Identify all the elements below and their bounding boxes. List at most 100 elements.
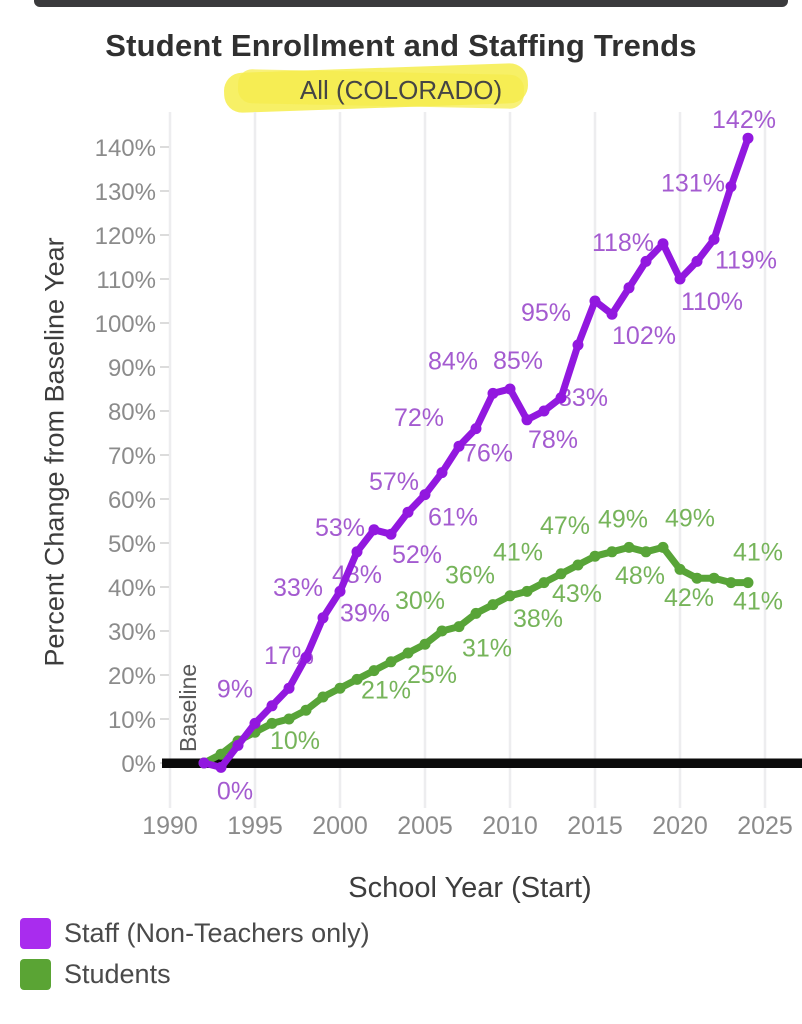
data-label-students: 42% — [664, 584, 714, 612]
y-tick-label: 130% — [95, 179, 156, 206]
data-point-students — [725, 577, 737, 589]
data-label-staff: 39% — [340, 599, 390, 627]
x-tick-label: 1990 — [142, 812, 198, 840]
data-point-students — [487, 599, 499, 611]
y-tick-label: 80% — [108, 399, 156, 426]
x-tick-label: 2015 — [567, 812, 623, 840]
data-point-students — [742, 577, 754, 589]
data-label-students: 25% — [407, 661, 457, 689]
baseline-zero-line — [162, 758, 802, 768]
legend-item-students: Students — [20, 959, 370, 990]
data-label-staff: 53% — [315, 514, 365, 542]
data-point-staff — [249, 717, 261, 729]
data-label-students: 41% — [493, 539, 543, 567]
data-point-students — [317, 691, 329, 703]
data-point-staff — [674, 273, 686, 285]
data-point-staff — [317, 612, 329, 624]
data-point-staff — [555, 392, 567, 404]
data-point-students — [589, 550, 601, 562]
x-axis-title: School Year (Start) — [348, 872, 592, 904]
legend-swatch-staff — [20, 918, 51, 949]
x-tick-label: 1995 — [227, 812, 283, 840]
data-point-staff — [538, 405, 550, 417]
data-point-staff — [402, 506, 414, 518]
data-point-staff — [368, 524, 380, 536]
data-point-students — [623, 541, 635, 553]
legend-label-students: Students — [64, 959, 171, 989]
data-point-staff — [334, 585, 346, 597]
window-top-edge — [34, 0, 788, 7]
data-point-staff — [266, 700, 278, 712]
data-point-staff — [725, 181, 737, 193]
data-point-staff — [521, 414, 533, 426]
data-label-staff: 110% — [681, 288, 743, 316]
data-point-students — [402, 647, 414, 659]
data-point-students — [215, 748, 227, 760]
data-point-staff — [640, 255, 652, 267]
data-label-students: 21% — [361, 677, 411, 705]
data-point-staff — [385, 528, 397, 540]
data-label-staff: 72% — [394, 404, 444, 432]
data-point-staff — [487, 387, 499, 399]
data-point-staff — [470, 423, 482, 435]
data-point-staff — [198, 757, 210, 769]
data-point-staff — [453, 440, 465, 452]
y-tick-label: 0% — [121, 751, 156, 778]
data-label-staff: 119% — [715, 246, 777, 274]
data-point-students — [504, 590, 516, 602]
data-point-students — [555, 568, 567, 580]
data-point-staff — [419, 489, 431, 501]
data-label-students: 36% — [445, 562, 495, 590]
data-label-staff: 85% — [493, 347, 543, 375]
data-label-staff: 57% — [369, 468, 419, 496]
data-point-students — [470, 607, 482, 619]
y-tick-label: 60% — [108, 487, 156, 514]
y-tick-label: 50% — [108, 531, 156, 558]
data-label-students: 43% — [552, 580, 602, 608]
data-label-students: 30% — [395, 587, 445, 615]
data-label-staff: 9% — [217, 675, 253, 703]
data-point-students — [691, 572, 703, 584]
data-point-staff — [232, 739, 244, 751]
data-point-staff — [589, 295, 601, 307]
data-label-staff: 76% — [463, 440, 513, 468]
x-tick-label: 2025 — [737, 812, 793, 840]
y-tick-label: 70% — [108, 443, 156, 470]
data-point-staff — [283, 682, 295, 694]
data-point-students — [283, 713, 295, 725]
data-label-students: 49% — [598, 505, 648, 533]
y-tick-label: 110% — [96, 267, 156, 294]
data-point-staff — [742, 132, 754, 144]
data-point-staff — [691, 255, 703, 267]
data-point-staff — [708, 233, 720, 245]
data-label-staff: 0% — [217, 777, 253, 805]
data-label-staff: 33% — [273, 574, 323, 602]
y-tick-label: 40% — [108, 575, 156, 602]
data-label-students: 49% — [665, 504, 715, 532]
data-label-staff: 131% — [661, 170, 725, 198]
data-point-staff — [606, 308, 618, 320]
data-point-students — [300, 704, 312, 716]
x-tick-label: 2000 — [312, 812, 368, 840]
data-label-staff: 95% — [521, 299, 571, 327]
legend-label-staff: Staff (Non-Teachers only) — [64, 918, 370, 948]
data-label-students: 48% — [615, 562, 665, 590]
chart-subtitle: All (COLORADO) — [299, 75, 503, 105]
data-label-staff: 142% — [712, 106, 776, 134]
y-tick-label: 90% — [108, 355, 156, 382]
data-label-staff: 84% — [428, 347, 478, 375]
data-point-staff — [572, 339, 584, 351]
data-label-students: 31% — [462, 635, 512, 663]
y-tick-label: 10% — [108, 707, 156, 734]
data-point-students — [657, 541, 669, 553]
data-point-students — [453, 621, 465, 633]
data-point-students — [368, 665, 380, 677]
data-label-staff: 102% — [612, 322, 676, 350]
data-point-staff — [351, 546, 363, 558]
data-label-students: 10% — [270, 727, 320, 755]
data-point-staff — [623, 282, 635, 294]
baseline-annotation: Baseline — [175, 664, 201, 752]
x-tick-label: 2010 — [482, 812, 538, 840]
